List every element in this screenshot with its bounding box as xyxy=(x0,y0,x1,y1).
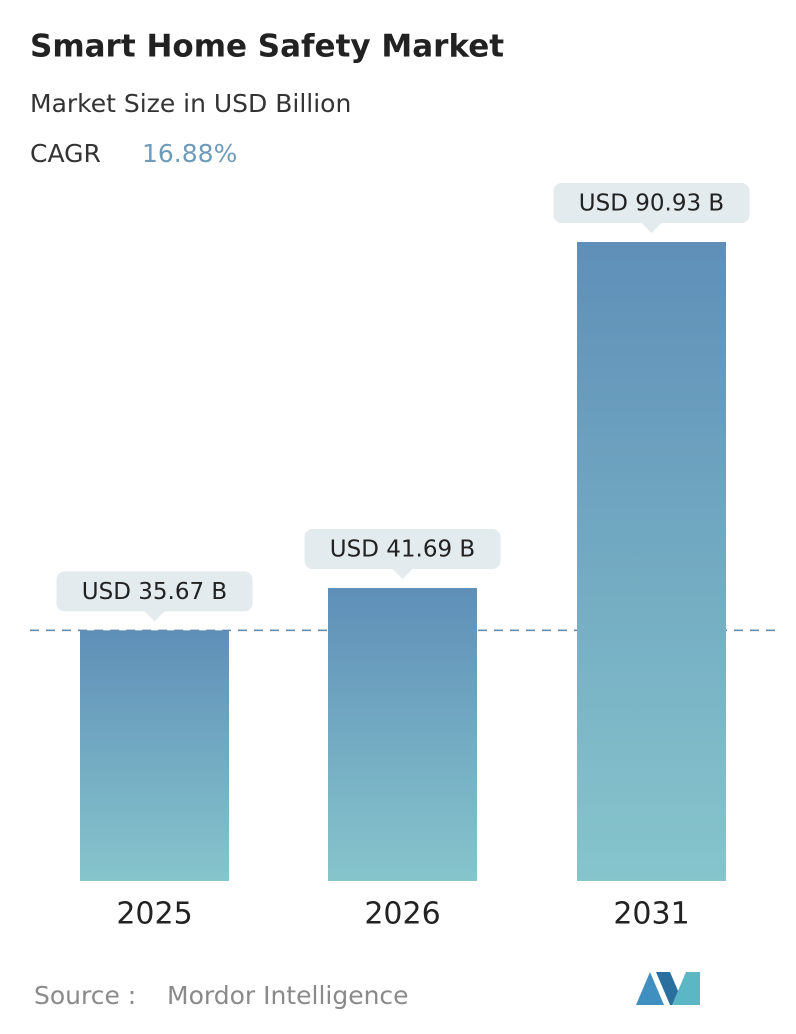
bar xyxy=(80,630,229,881)
value-label: USD 41.69 B xyxy=(330,537,475,563)
bar xyxy=(328,588,477,881)
cagr-value: 16.88% xyxy=(142,139,237,168)
x-tick-label: 2031 xyxy=(613,897,689,932)
value-label: USD 90.93 B xyxy=(579,191,724,217)
cagr-label: CAGR xyxy=(30,139,101,168)
bar xyxy=(577,242,726,881)
value-label-box xyxy=(304,529,501,580)
chart-title: Smart Home Safety Market xyxy=(30,29,504,65)
source-label: Source : xyxy=(34,981,136,1010)
value-label-box xyxy=(553,183,750,233)
value-label-box xyxy=(56,571,253,622)
x-tick-label: 2025 xyxy=(116,897,192,932)
source: Mordor Intelligence xyxy=(167,981,409,1010)
value-label: USD 35.67 B xyxy=(82,579,227,605)
logo xyxy=(636,972,700,1005)
chart-subtitle: Market Size in USD Billion xyxy=(30,89,351,118)
x-tick-label: 2026 xyxy=(364,897,440,932)
